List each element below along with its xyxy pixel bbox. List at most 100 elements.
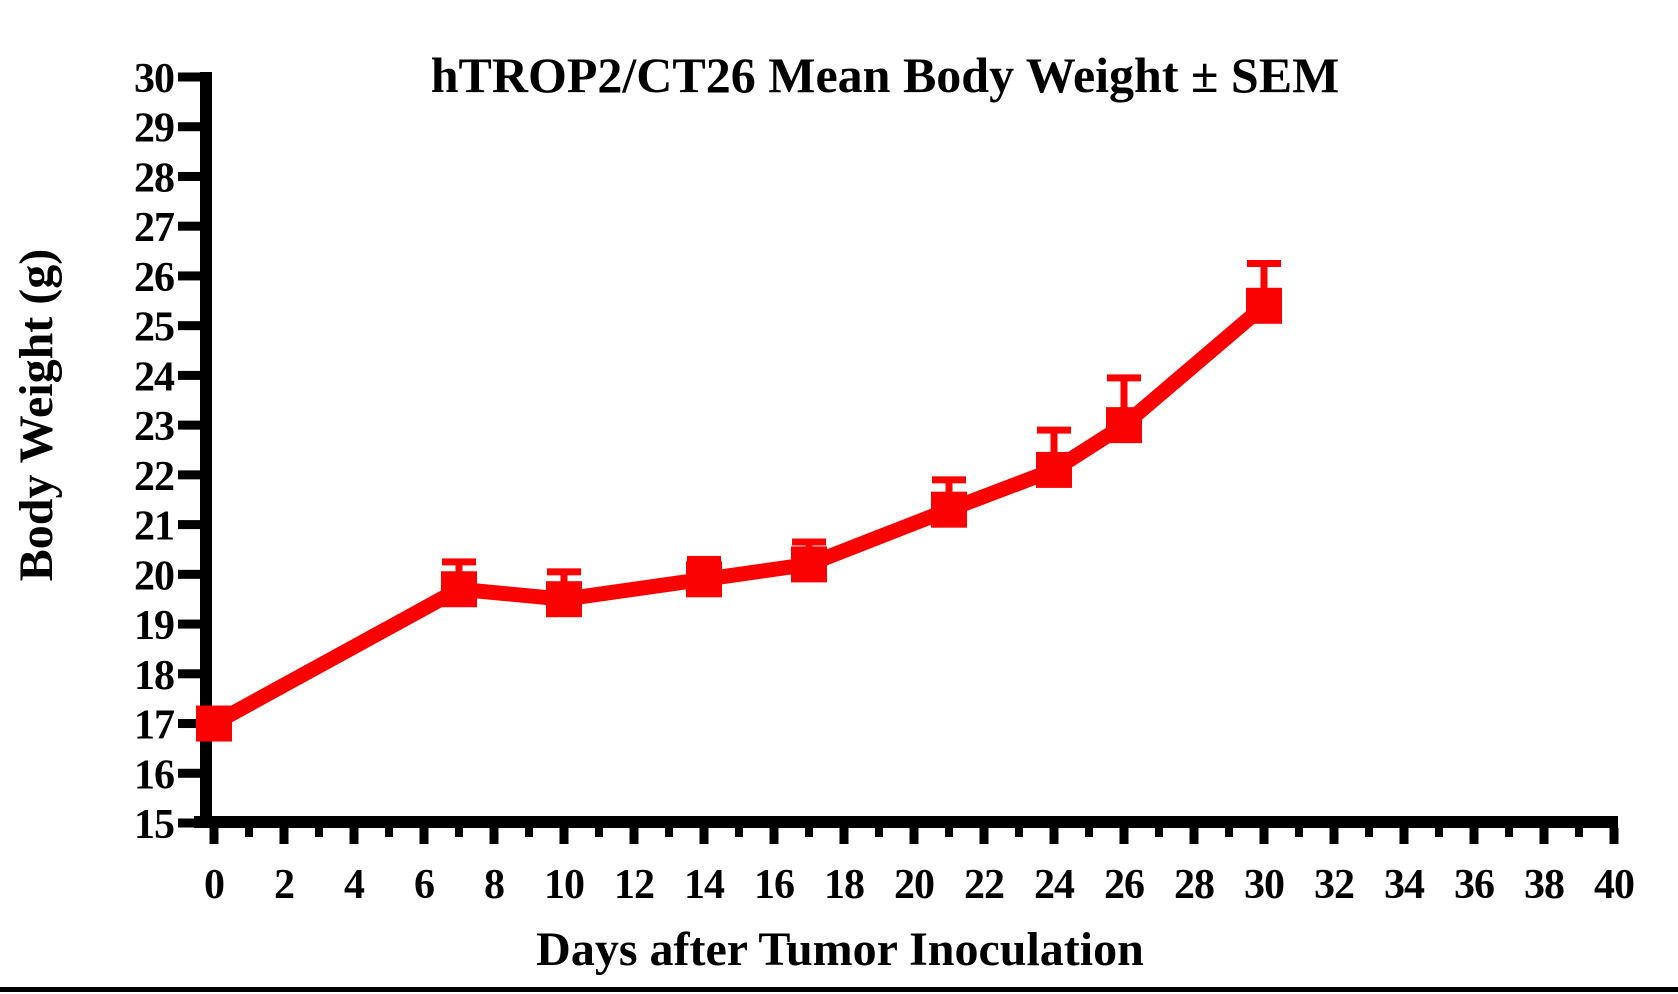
data-point-marker xyxy=(546,581,582,618)
x-major-tick xyxy=(909,828,919,844)
x-major-tick xyxy=(349,828,359,844)
x-major-tick xyxy=(979,828,989,844)
x-major-tick xyxy=(629,828,639,844)
y-tick-label: 30 xyxy=(134,56,174,102)
x-major-tick xyxy=(1259,828,1269,844)
y-tick xyxy=(178,768,200,778)
error-bar-cap xyxy=(932,476,966,484)
x-minor-tick xyxy=(1575,828,1583,837)
y-tick-label: 19 xyxy=(134,603,174,649)
x-tick-label: 40 xyxy=(1594,862,1634,908)
x-minor-tick xyxy=(455,828,463,837)
x-minor-tick xyxy=(735,828,743,837)
x-minor-tick xyxy=(805,828,813,837)
x-major-tick xyxy=(699,828,709,844)
x-minor-tick xyxy=(1085,828,1093,837)
x-minor-tick xyxy=(945,828,953,837)
y-tick xyxy=(178,719,200,729)
y-axis-line xyxy=(200,72,212,828)
y-tick xyxy=(178,72,200,82)
x-tick-label: 10 xyxy=(544,862,584,908)
y-tick xyxy=(178,619,200,629)
x-tick-label: 4 xyxy=(344,862,365,908)
chart-title: hTROP2/CT26 Mean Body Weight ± SEM xyxy=(431,47,1340,103)
x-tick-label: 18 xyxy=(824,862,864,908)
x-major-tick xyxy=(1119,828,1129,844)
x-tick-label: 0 xyxy=(204,862,224,908)
y-tick-label: 24 xyxy=(134,354,175,400)
x-minor-tick xyxy=(875,828,883,837)
x-tick-label: 28 xyxy=(1174,862,1214,908)
error-bar-cap xyxy=(792,538,826,546)
y-tick-label: 16 xyxy=(134,752,174,798)
y-tick xyxy=(178,669,200,679)
data-point-marker xyxy=(1036,451,1072,488)
x-minor-tick xyxy=(595,828,603,837)
data-point-marker xyxy=(686,561,722,598)
error-bar-cap xyxy=(687,555,721,563)
x-tick-label: 34 xyxy=(1384,862,1425,908)
error-bar-stem xyxy=(1120,377,1128,426)
footer-rule xyxy=(0,987,1678,992)
x-minor-tick xyxy=(1015,828,1023,837)
data-point-marker xyxy=(931,491,967,528)
y-tick xyxy=(178,420,200,430)
x-tick-label: 30 xyxy=(1244,862,1284,908)
y-tick-label: 29 xyxy=(134,106,174,152)
x-major-tick xyxy=(489,828,499,844)
x-major-tick xyxy=(1399,828,1409,844)
y-tick-label: 20 xyxy=(134,553,174,599)
error-bar-stem xyxy=(1260,263,1268,306)
x-tick-label: 36 xyxy=(1454,862,1494,908)
x-minor-tick xyxy=(1155,828,1163,837)
y-tick xyxy=(178,818,200,828)
x-minor-tick xyxy=(1295,828,1303,837)
y-tick-label: 18 xyxy=(134,653,174,699)
x-major-tick xyxy=(1469,828,1479,844)
x-major-tick xyxy=(1609,828,1619,844)
x-minor-tick xyxy=(1505,828,1513,837)
y-tick xyxy=(178,271,200,281)
x-major-tick xyxy=(769,828,779,844)
x-axis-title: Days after Tumor Inoculation xyxy=(536,923,1144,976)
y-tick xyxy=(178,122,200,132)
x-major-tick xyxy=(1049,828,1059,844)
y-tick xyxy=(178,370,200,380)
x-tick-label: 32 xyxy=(1314,862,1354,908)
x-tick-label: 14 xyxy=(684,862,725,908)
x-major-tick xyxy=(1189,828,1199,844)
data-point-marker xyxy=(1246,287,1282,324)
error-bar-cap xyxy=(1247,260,1281,267)
x-tick-label: 22 xyxy=(964,862,1004,908)
y-tick-label: 25 xyxy=(134,305,174,351)
y-tick-label: 21 xyxy=(134,504,174,550)
x-tick-label: 20 xyxy=(894,862,934,908)
x-minor-tick xyxy=(525,828,533,837)
x-minor-tick xyxy=(1365,828,1373,837)
data-point-marker xyxy=(1106,407,1142,444)
x-major-tick xyxy=(279,828,289,844)
error-bar-cap xyxy=(1107,374,1141,382)
y-tick xyxy=(178,321,200,331)
x-tick-label: 12 xyxy=(614,862,654,908)
x-major-tick xyxy=(419,828,429,844)
y-tick-label: 23 xyxy=(134,404,174,450)
x-tick-label: 6 xyxy=(414,862,434,908)
y-axis-title: Body Weight (g) xyxy=(10,249,63,581)
y-tick xyxy=(178,569,200,579)
x-minor-tick xyxy=(1225,828,1233,837)
x-major-tick xyxy=(839,828,849,844)
x-major-tick xyxy=(209,828,219,844)
error-bar-cap xyxy=(547,568,581,576)
y-tick xyxy=(178,520,200,530)
x-minor-tick xyxy=(245,828,253,837)
x-minor-tick xyxy=(385,828,393,837)
x-minor-tick xyxy=(315,828,323,837)
y-tick-label: 27 xyxy=(134,205,174,251)
x-major-tick xyxy=(1329,828,1339,844)
y-tick xyxy=(178,221,200,231)
error-bar-stem xyxy=(1050,430,1058,470)
error-bar-cap xyxy=(1037,426,1071,434)
data-point-marker xyxy=(196,705,232,742)
